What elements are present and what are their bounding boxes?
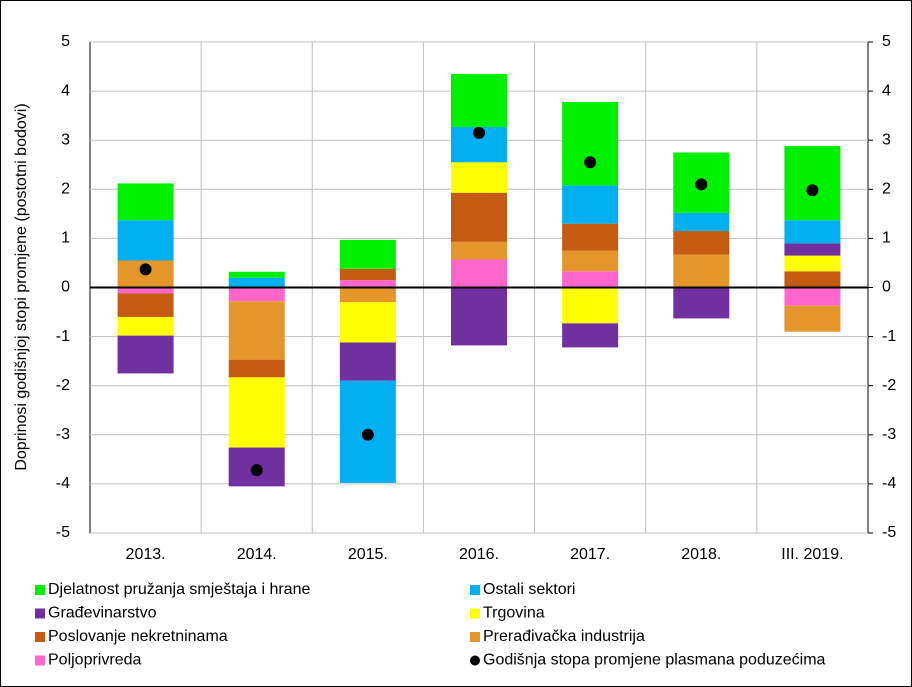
y2-tick-label: 5 [882,33,891,50]
bar-segment [673,287,730,319]
bar-segment [562,271,619,288]
y-tick-label: 0 [61,279,70,296]
y2-tick-label: 0 [882,279,891,296]
legend-label: Godišnja stopa promjene plasmana poduzeć… [483,652,826,669]
bar-segment [451,287,507,346]
bar-segment [784,220,841,244]
legend-label: Poslovanje nekretninama [48,628,228,645]
dot-marker [139,263,152,276]
bar-segment [784,255,841,272]
bar-segment [784,243,841,256]
legend-label: Trgovina [483,605,545,622]
bar-segment [339,239,396,269]
bar-segment [117,220,174,261]
bar-segment [562,101,619,186]
bar-segment [562,323,619,348]
bar-segment [451,241,507,260]
bar-segment [228,301,285,360]
y-tick-label: 4 [61,82,70,99]
x-tick-label: III. 2019. [781,546,843,563]
bar-segment [673,212,730,232]
y-tick-label: 3 [61,131,70,148]
x-tick-label: 2018. [681,546,721,563]
y-tick-label: 1 [61,230,70,247]
bar-segment [339,287,396,303]
dot-marker [695,178,708,191]
bar-segment [562,250,619,272]
y2-tick-label: -3 [882,426,896,443]
legend-label: Poljoprivreda [48,652,141,669]
bar-segment [784,146,841,221]
y2-tick-label: -5 [882,524,896,541]
y-tick-label: -4 [56,475,70,492]
bar-segment [451,259,507,288]
bar-segment [117,335,174,374]
bar-segment [228,277,285,288]
bar-segment [562,185,619,224]
bar-segment [228,287,285,302]
bar-segment [117,316,174,336]
bar-segment [673,231,730,255]
bar-segment [784,305,841,332]
y-tick-label: -5 [56,524,70,541]
y-tick-label: 2 [61,181,70,198]
bar-segment [562,287,619,324]
y2-tick-label: 3 [882,131,891,148]
bar-segment [784,271,841,288]
bar-segment [117,287,174,294]
y2-tick-label: -1 [882,328,896,345]
legend-marker [35,585,45,595]
legend-marker [35,655,45,666]
y-tick-label: -1 [56,328,70,345]
dot-marker [584,156,597,169]
legend-label: Ostali sektori [483,581,575,598]
x-tick-label: 2016. [459,546,499,563]
legend-label: Građevinarstvo [48,605,157,622]
bar-segment [339,280,396,288]
bar-segment [228,271,285,278]
y-axis-label: Doprinosi godišnjoj stopi promjene (post… [13,103,30,470]
bar-segment [451,73,507,127]
bar-segment [339,342,396,381]
legend-marker [35,632,45,642]
legend-label: Prerađivačka industrija [483,628,645,645]
bar-segment [339,268,396,281]
bar-segment [562,223,619,251]
bar-segment [117,183,174,221]
legend-marker [470,632,480,642]
bar-segment [228,377,285,448]
x-tick-label: 2015. [348,546,388,563]
legend-marker [470,608,480,619]
legend-marker [470,655,480,666]
dot-marker [806,184,819,197]
bar-segment [673,254,730,288]
dot-marker [473,126,485,139]
y2-tick-label: 1 [882,230,891,247]
y-tick-label: 5 [61,33,70,50]
y2-tick-label: 2 [882,181,891,198]
bar-segment [784,287,841,306]
y-tick-label: -3 [56,426,70,443]
bar-segment [451,162,507,193]
x-tick-label: 2014. [237,546,277,563]
dot-marker [250,464,263,477]
bar-segment [117,293,174,317]
legend-marker [35,608,45,619]
legend-label: Djelatnost pružanja smještaja i hrane [48,581,310,598]
bar-segment [451,192,507,242]
dot-marker [361,428,374,441]
y2-tick-label: -2 [882,377,896,394]
y2-tick-label: 4 [882,82,891,99]
x-tick-label: 2013. [126,546,166,563]
bar-segment [228,359,285,378]
y-tick-label: -2 [56,377,70,394]
x-tick-label: 2017. [570,546,610,563]
legend-marker [470,585,480,595]
y2-tick-label: -4 [882,475,896,492]
bar-segment [339,302,396,343]
